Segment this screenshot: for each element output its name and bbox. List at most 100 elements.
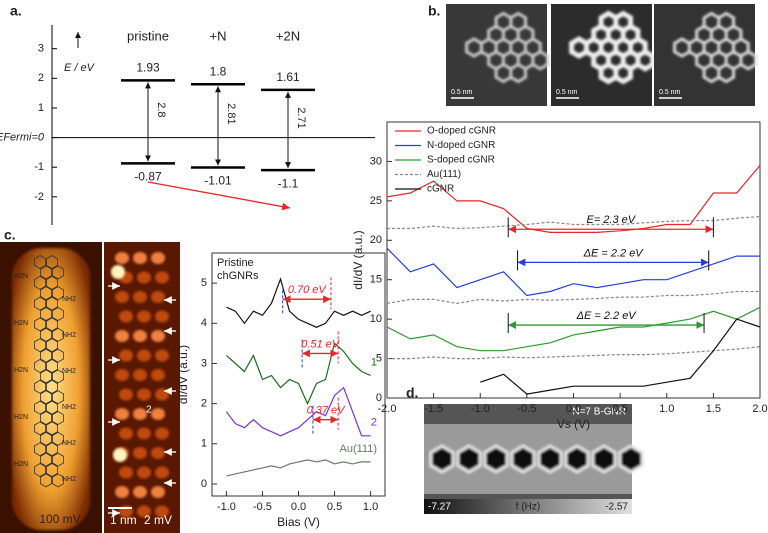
series-line [386, 290, 760, 305]
blob [133, 408, 147, 420]
gap-label: 2.71 [295, 107, 307, 128]
y-tick-label: 25 [370, 195, 382, 207]
blob [155, 310, 169, 323]
x-tick-label: 0.5 [327, 501, 342, 513]
x-tick-label: 0.0 [291, 501, 306, 513]
amine-label: NH2 [62, 476, 76, 483]
blob [115, 330, 129, 342]
blob [151, 408, 165, 420]
blob [115, 486, 129, 498]
series-line [226, 277, 371, 328]
blob [151, 369, 165, 381]
blob [155, 427, 169, 440]
y-tick-label: -2 [34, 191, 44, 203]
blob [137, 388, 151, 401]
category-label: pristine [127, 28, 169, 43]
y-tick-label: -1 [34, 161, 44, 173]
molecule [465, 11, 550, 84]
legend-label: Au(111) [427, 169, 461, 180]
molecule [673, 11, 758, 84]
x-tick-label: -1.5 [424, 403, 443, 415]
x-tick-label: -2.0 [378, 403, 397, 415]
lumo-label: 1.61 [276, 70, 300, 84]
hole [564, 444, 590, 474]
series-line [387, 346, 761, 360]
chart-title: chGNRs [217, 270, 259, 282]
y-tick-label: 1 [38, 102, 44, 114]
legend-label: O-doped cGNR [427, 126, 496, 137]
series-line [480, 318, 761, 395]
series-line [225, 386, 371, 437]
amine-label: H2N [14, 414, 28, 421]
amine-label: NH2 [62, 440, 76, 447]
afm-title: N=7 B-GNR [572, 407, 626, 418]
y-tick-label: 30 [370, 155, 382, 167]
y-tick-label: 2 [38, 72, 44, 84]
y-tick-label: 20 [370, 234, 382, 246]
x-tick-label: -0.5 [253, 501, 272, 513]
homo-label: -0.87 [134, 170, 162, 184]
series-label: 1 [371, 356, 377, 368]
hole [510, 444, 536, 474]
colorbar [424, 499, 632, 514]
amine-label: H2N [14, 273, 28, 280]
blob [115, 369, 129, 381]
panel-label: a. [10, 3, 22, 19]
panel-label: b. [428, 3, 440, 19]
y-tick-label: 5 [201, 277, 207, 289]
x-tick-label: 0.5 [612, 403, 627, 415]
series-label: Au(111) [339, 443, 377, 455]
series-line [226, 459, 371, 477]
blob [133, 291, 147, 303]
y-axis-title: E / eV [64, 62, 96, 74]
blob [151, 291, 165, 303]
x-tick-label: 0.0 [566, 403, 581, 415]
x-tick-label: 1.0 [363, 501, 378, 513]
colorbar-max: -2.57 [605, 502, 628, 513]
blob [137, 310, 151, 323]
blob [155, 466, 169, 479]
blob [133, 330, 147, 342]
blob [151, 252, 165, 264]
hole [429, 444, 455, 474]
molecule [569, 10, 656, 85]
scale-bar-label: 0.5 nm [556, 89, 578, 96]
blob [137, 466, 151, 479]
y-tick-label: 0 [201, 478, 207, 490]
bright-spot [113, 448, 127, 462]
blob [119, 427, 133, 440]
blob [133, 486, 147, 498]
lumo-label: 1.93 [136, 61, 160, 75]
series-label: 2 [371, 417, 377, 429]
amine-label: NH2 [62, 332, 76, 339]
marker-label: 2 [146, 405, 152, 416]
blob [133, 447, 147, 459]
bias-label: 2 mV [144, 513, 172, 527]
bias-label: 100 mV [39, 512, 80, 526]
molecule [34, 255, 64, 488]
legend-label: N-doped cGNR [427, 140, 495, 151]
amine-label: NH2 [62, 404, 76, 411]
blob [115, 291, 129, 303]
blob [155, 271, 169, 284]
hole [456, 444, 482, 474]
amine-label: H2N [14, 461, 28, 468]
blob [119, 310, 133, 323]
y-tick-label: 3 [38, 43, 44, 55]
x-tick-label: 2.0 [752, 403, 767, 415]
blob [133, 252, 147, 264]
blob [155, 505, 169, 518]
amine-label: NH2 [62, 368, 76, 375]
blob [119, 349, 133, 362]
y-tick-label: 0 [376, 392, 382, 404]
legend-label: S-doped cGNR [427, 155, 495, 166]
panel-label: d. [406, 385, 418, 401]
trend-arrow [147, 181, 291, 211]
homo-label: -1.1 [278, 176, 299, 190]
y-tick-label: 4 [201, 317, 207, 329]
series-line [386, 247, 760, 297]
y-axis-title: dI/dV (a.u.) [351, 230, 365, 289]
ribbon [12, 248, 90, 530]
blob [133, 369, 147, 381]
